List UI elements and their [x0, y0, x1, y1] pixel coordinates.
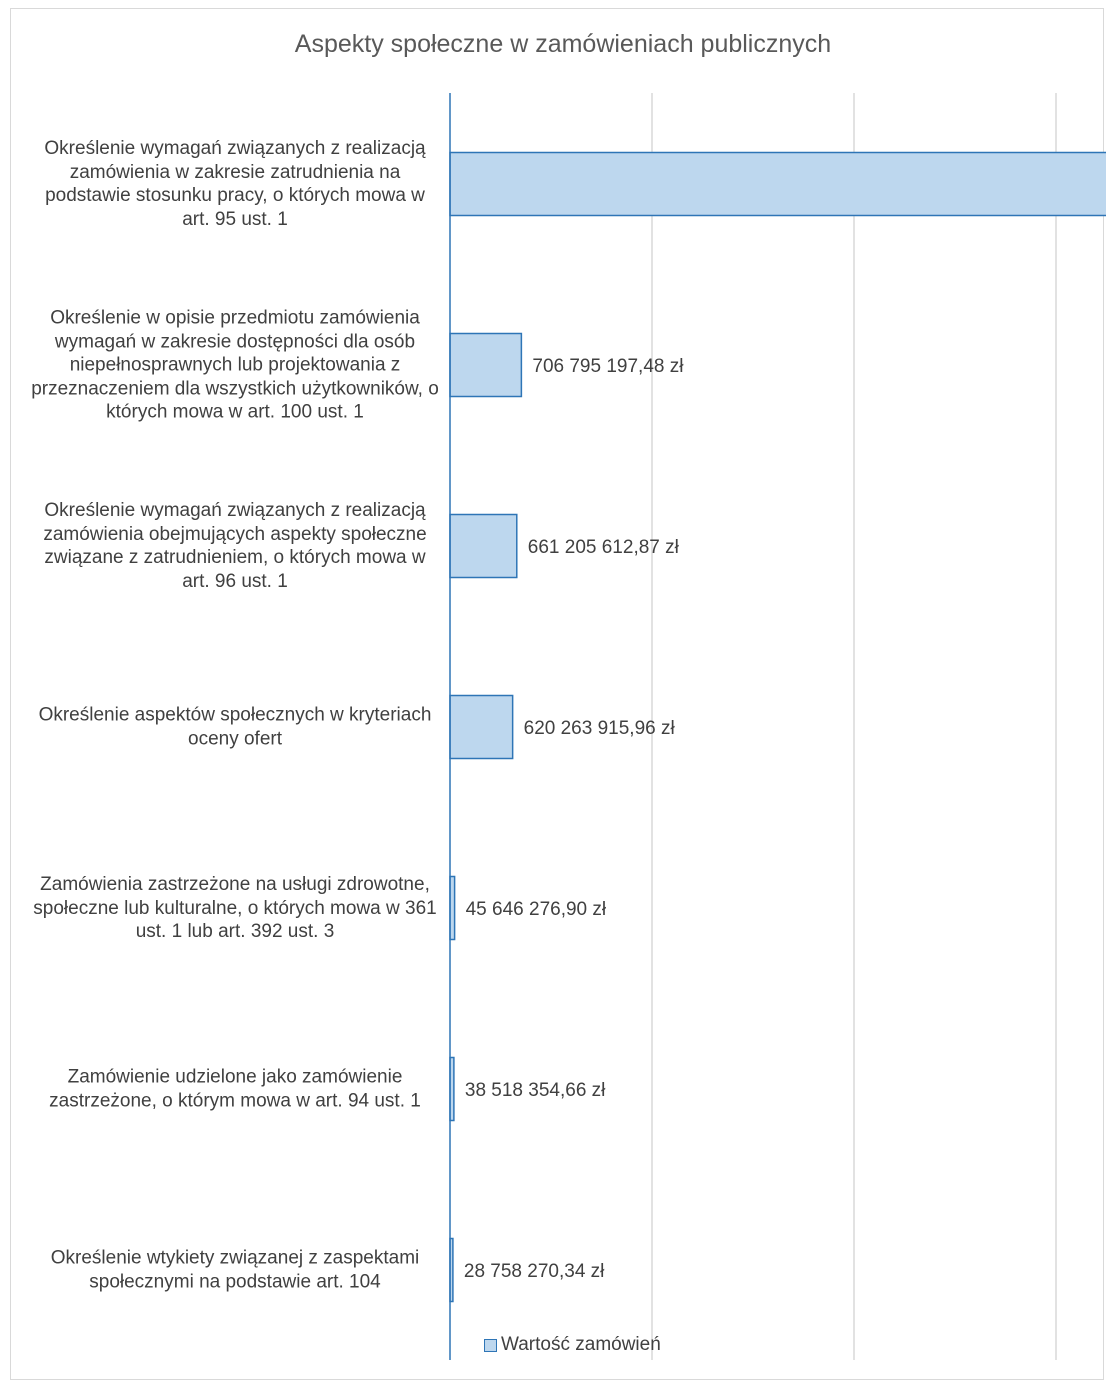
bar — [449, 151, 1106, 217]
data-label: 45 646 276,90 zł — [466, 899, 607, 920]
category-label: Określenie aspektów społecznych w kryter… — [38, 704, 432, 750]
data-label: 28 758 270,34 zł — [464, 1261, 605, 1282]
data-label: 38 518 354,66 zł — [465, 1080, 606, 1101]
chart-title: Aspekty społeczne w zamówieniach publicz… — [294, 30, 832, 58]
data-label: 706 795 197,48 zł — [532, 356, 684, 377]
category-label: Zamówienia zastrzeżone na usługi zdrowot… — [33, 873, 437, 942]
chart-frame — [10, 8, 1104, 1380]
legend-label: Wartość zamówień — [501, 1334, 661, 1355]
category-label: Określenie wtykiety związanej z zaspekta… — [50, 1247, 420, 1293]
category-label: Określenie wymagań związanych z realizac… — [44, 138, 426, 230]
data-label: 661 205 612,87 zł — [528, 537, 680, 558]
bar — [449, 694, 514, 760]
legend-swatch — [484, 1338, 497, 1352]
category-label: Zamówienie udzielone jako zamówienie zas… — [49, 1066, 421, 1112]
bar — [449, 332, 523, 398]
legend: Wartość zamówień — [484, 1334, 661, 1356]
category-label: Określenie wymagań związanych z realizac… — [43, 500, 427, 592]
bar — [449, 513, 518, 579]
category-label: Określenie w opisie przedmiotu zamówieni… — [31, 307, 439, 423]
data-label: 620 263 915,96 zł — [524, 718, 676, 739]
